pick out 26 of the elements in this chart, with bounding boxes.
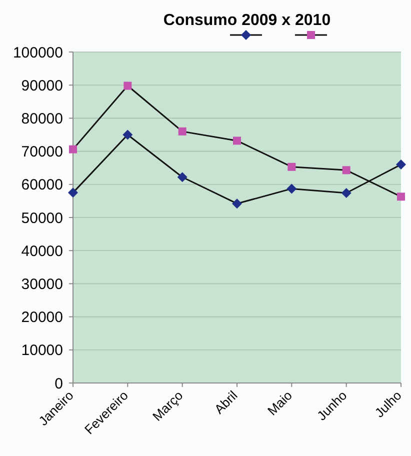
point <box>124 82 132 90</box>
y-tick-label: 0 <box>54 375 63 392</box>
y-tick-label: 80000 <box>21 110 63 128</box>
y-tick-label: 30000 <box>21 276 63 293</box>
point <box>342 166 350 174</box>
point <box>69 145 77 154</box>
point <box>233 136 241 145</box>
y-tick-label: 50000 <box>21 210 63 227</box>
y-tick-label: 90000 <box>21 77 63 94</box>
point <box>341 188 352 198</box>
chart-title: Consumo 2009 x 2010 <box>163 12 331 29</box>
point <box>177 172 188 182</box>
point <box>68 188 78 198</box>
y-tick-label: 20000 <box>21 309 63 326</box>
point <box>232 198 242 209</box>
y-tick-label: 10000 <box>21 342 63 360</box>
point <box>288 162 296 171</box>
point <box>396 160 406 170</box>
y-tick-label: 100000 <box>12 44 63 62</box>
y-tick-label: 40000 <box>21 242 63 260</box>
point <box>178 127 186 136</box>
y-tick-label: 60000 <box>21 176 63 194</box>
point <box>122 130 133 140</box>
point <box>286 184 297 194</box>
y-tick-label: 70000 <box>21 144 63 161</box>
point <box>397 192 405 201</box>
